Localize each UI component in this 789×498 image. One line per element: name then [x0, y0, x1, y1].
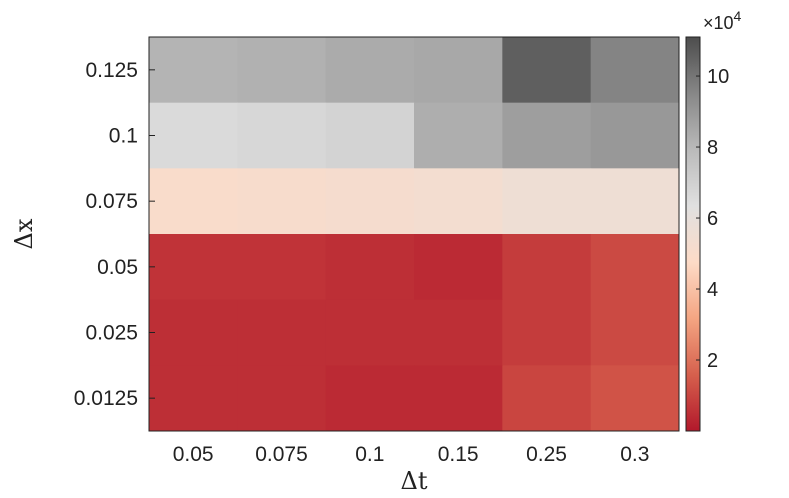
heatmap-cell: [149, 102, 238, 169]
heatmap-cell: [325, 102, 415, 169]
x-axis-label: Δt: [401, 467, 428, 495]
heatmap-cell: [414, 234, 503, 301]
colorbar-tick-label: 4: [707, 279, 718, 301]
heatmap-cell: [590, 299, 680, 366]
heatmap-cell: [590, 365, 680, 432]
y-tick-label: 0.075: [85, 190, 138, 213]
y-axis-label: Δx: [10, 218, 38, 249]
colorbar-tick-label: 8: [707, 137, 718, 159]
heatmap-cell: [149, 234, 238, 301]
colorbar-exponent-power: 4: [734, 8, 742, 24]
heatmap-cell: [149, 299, 238, 366]
heatmap-cell: [325, 168, 415, 235]
heatmap-cell: [502, 299, 592, 366]
heatmap-cell: [237, 168, 327, 235]
x-tick-label: 0.075: [255, 443, 308, 466]
heatmap-cell: [502, 234, 592, 301]
heatmap-cell: [237, 299, 327, 366]
y-tick-label: 0.025: [85, 322, 138, 345]
heatmap-cell: [590, 37, 680, 104]
y-tick-label: 0.125: [85, 59, 138, 82]
heatmap-cell: [414, 365, 503, 432]
heatmap-cell: [502, 37, 592, 104]
x-tick-label: 0.25: [526, 443, 567, 466]
heatmap-cell: [149, 37, 238, 104]
plot-frame: [148, 36, 680, 432]
colorbar-tick-label: 6: [707, 208, 718, 230]
heatmap-cell: [325, 234, 415, 301]
x-tick-label: 0.1: [355, 443, 384, 466]
heatmap-cell: [414, 168, 503, 235]
heatmap-cell: [590, 234, 680, 301]
heatmap-cell: [149, 365, 238, 432]
heatmap-cell: [149, 168, 238, 235]
y-tick-label: 0.05: [97, 256, 138, 279]
heatmap-cell: [237, 102, 327, 169]
heatmap-cell: [325, 37, 415, 104]
colorbar-exponent: ×104: [703, 8, 742, 33]
colorbar: [685, 36, 701, 432]
heatmap-cell: [325, 299, 415, 366]
y-tick-label: 0.0125: [74, 387, 138, 410]
heatmap-cells: [149, 37, 680, 432]
heatmap-cell: [237, 234, 327, 301]
heatmap-cell: [414, 37, 503, 104]
heatmap-cell: [237, 37, 327, 104]
heatmap-cell: [590, 102, 680, 169]
x-tick-label: 0.3: [620, 443, 649, 466]
heatmap-cell: [590, 168, 680, 235]
x-tick-label: 0.15: [438, 443, 479, 466]
colorbar-tick-label: 10: [707, 66, 729, 88]
colorbar-tick-label: 2: [707, 350, 718, 372]
colorbar-ticks: 2 4 6 8 10: [696, 66, 729, 372]
heatmap-cell: [502, 365, 592, 432]
heatmap-cell: [414, 102, 503, 169]
heatmap-cell: [237, 365, 327, 432]
x-tick-label: 0.05: [173, 443, 214, 466]
heatmap-cell: [502, 168, 592, 235]
heatmap-cell: [502, 102, 592, 169]
heatmap-cell: [414, 299, 503, 366]
heatmap-cell: [325, 365, 415, 432]
x-axis-ticks: 0.05 0.075 0.1 0.15 0.25 0.3: [173, 443, 650, 466]
colorbar-exponent-base: ×10: [703, 13, 734, 33]
y-tick-label: 0.1: [109, 125, 138, 148]
y-axis-ticks: 0.125 0.1 0.075 0.05 0.025 0.0125: [74, 59, 155, 410]
